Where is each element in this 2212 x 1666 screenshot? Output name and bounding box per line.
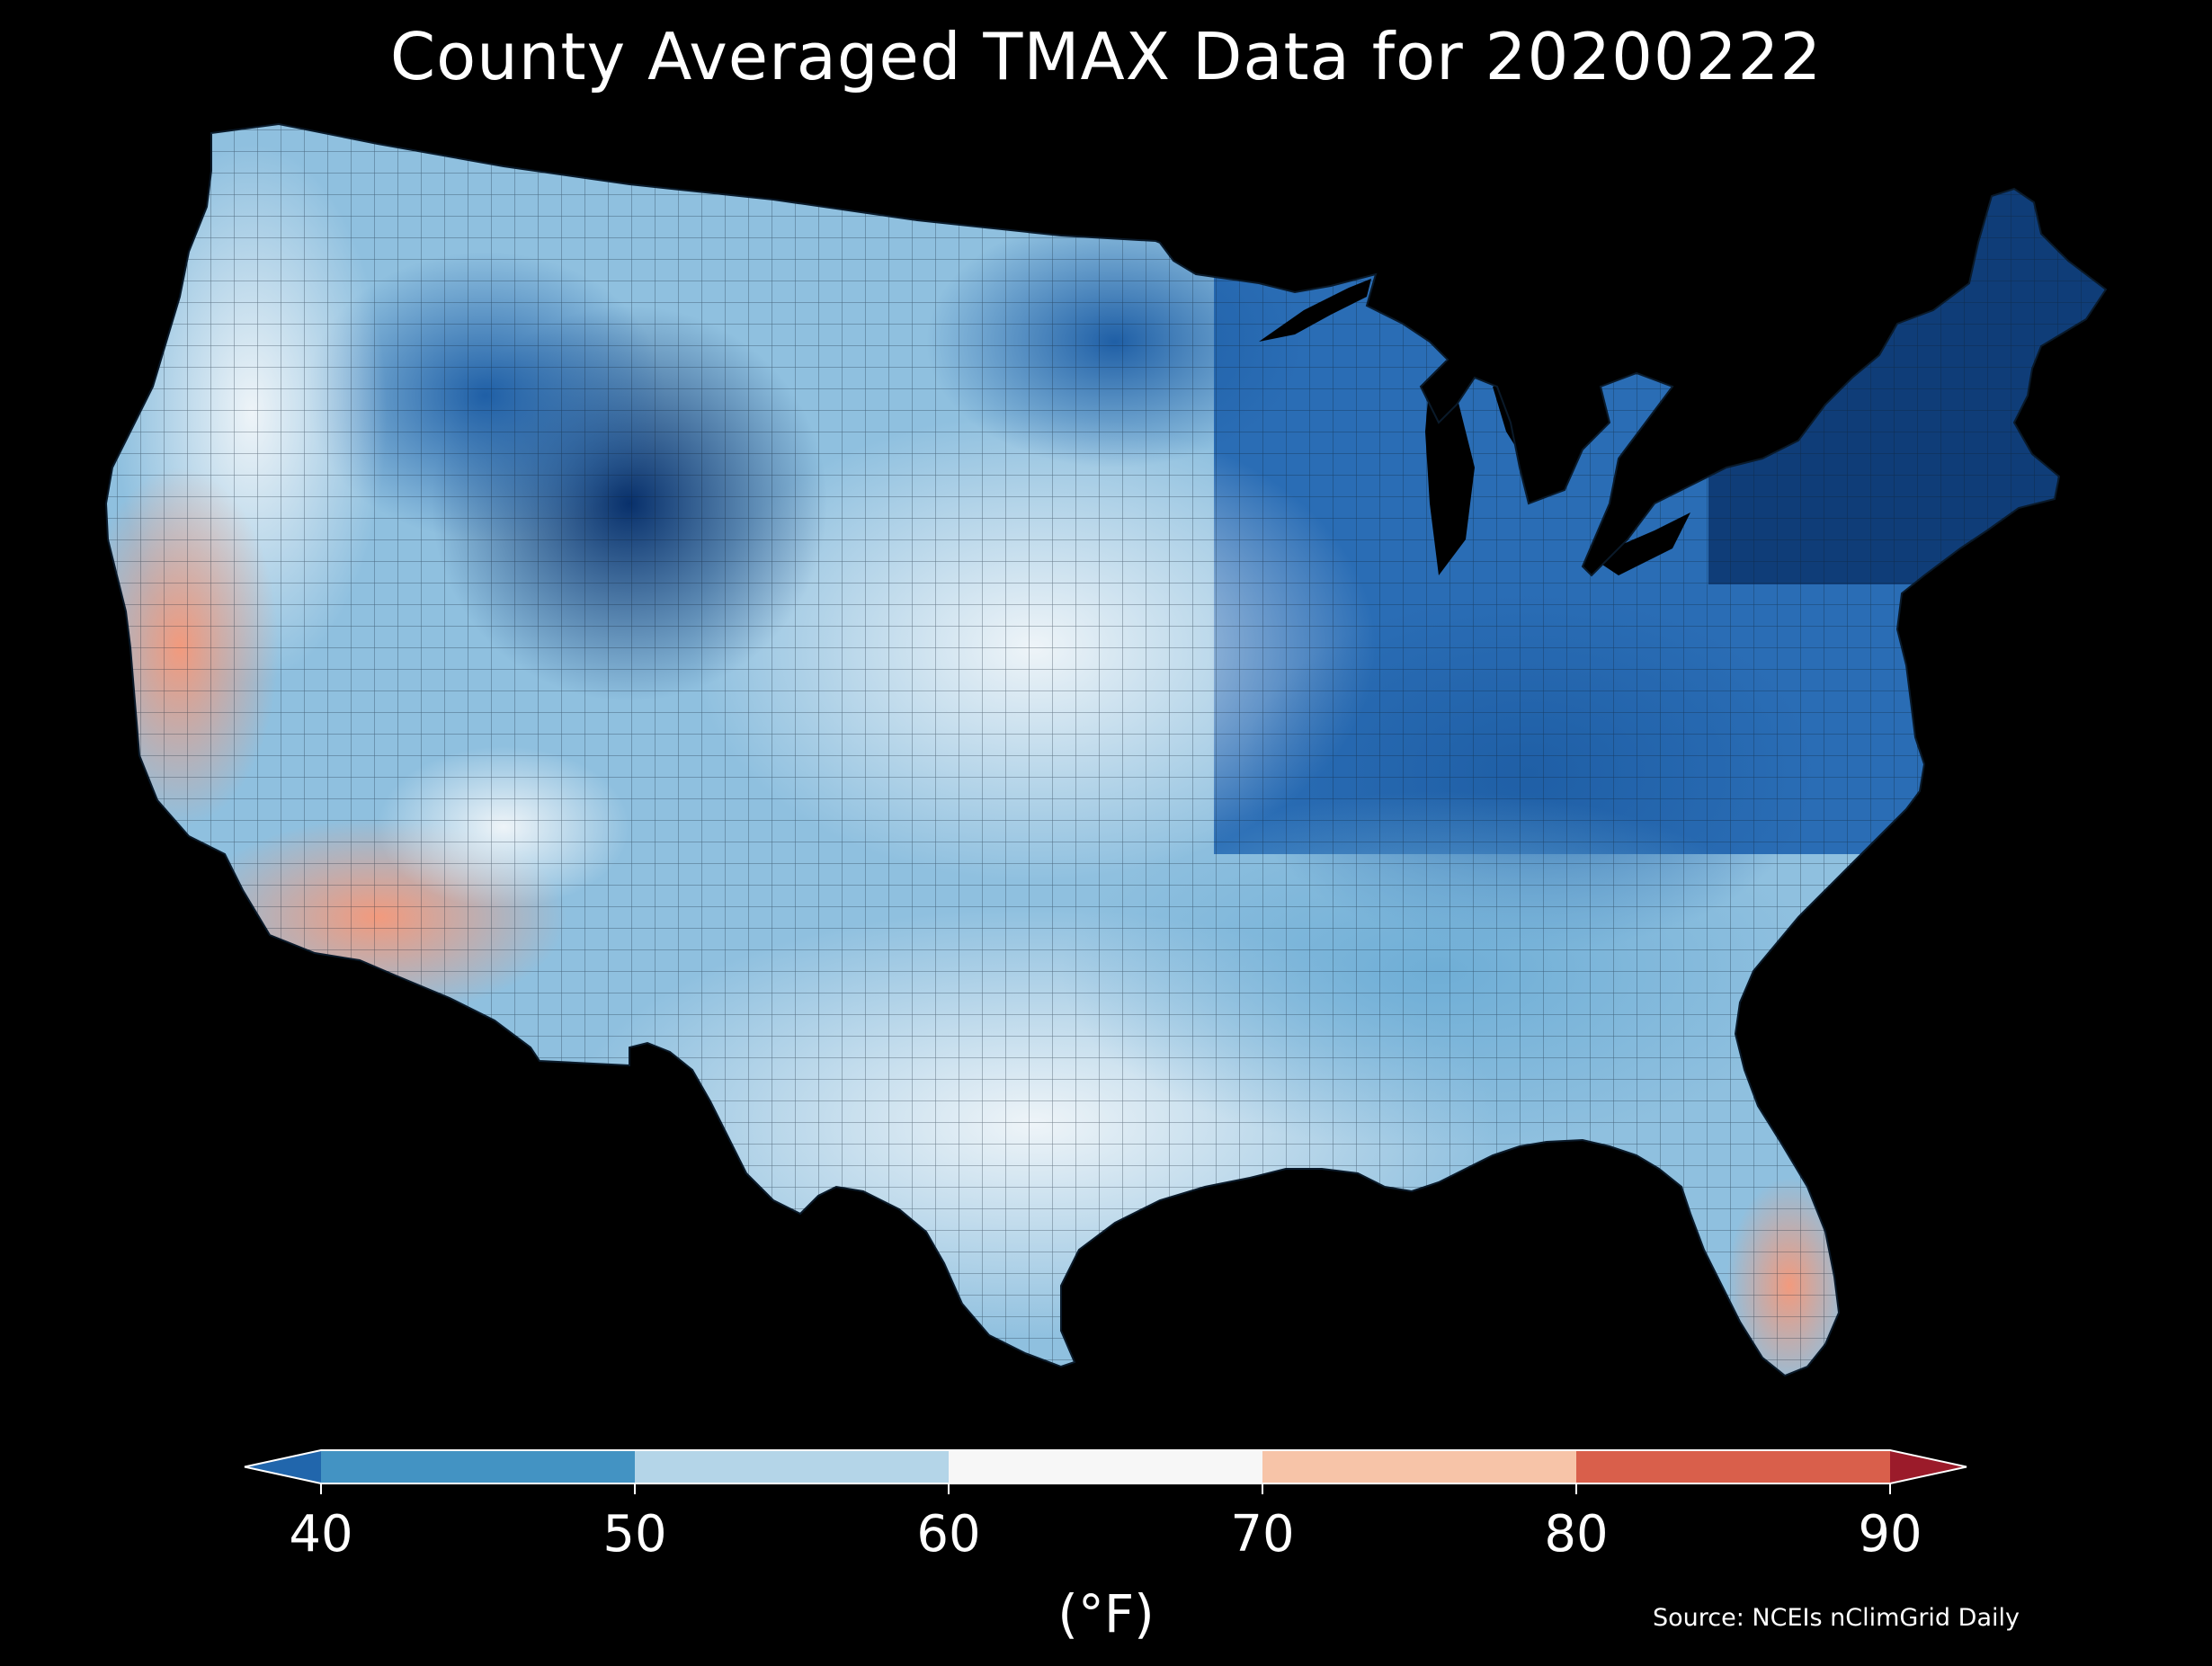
- colorbar-tick-label: 40: [289, 1505, 353, 1564]
- colorbar-bin: [635, 1450, 949, 1483]
- colorbar-bin: [1576, 1450, 1890, 1483]
- colorbar-tick-label: 70: [1230, 1505, 1295, 1564]
- colorbar-tick-label: 60: [916, 1505, 981, 1564]
- great-lakes: [1259, 279, 1690, 575]
- map-title: County Averaged TMAX Data for 20200222: [389, 19, 1823, 94]
- colorbar-unit-label: (°F): [1057, 1583, 1155, 1644]
- colorbar-extend-high: [1890, 1450, 1967, 1483]
- colorbar-bin: [1262, 1450, 1576, 1483]
- colorbar-tick-label: 90: [1858, 1505, 1922, 1564]
- colorbar-tick-label: 50: [602, 1505, 667, 1564]
- colorbar-bin: [321, 1450, 635, 1483]
- us-outline: [104, 122, 2108, 1377]
- colorbar: [244, 1449, 1967, 1494]
- colorbar-bin: [949, 1450, 1262, 1483]
- colorbar-extend-low: [245, 1450, 321, 1483]
- source-note: Source: NCEIs nClimGrid Daily: [1653, 1604, 2020, 1632]
- map-fill: [106, 124, 2106, 1376]
- colorbar-tick-label: 80: [1544, 1505, 1609, 1564]
